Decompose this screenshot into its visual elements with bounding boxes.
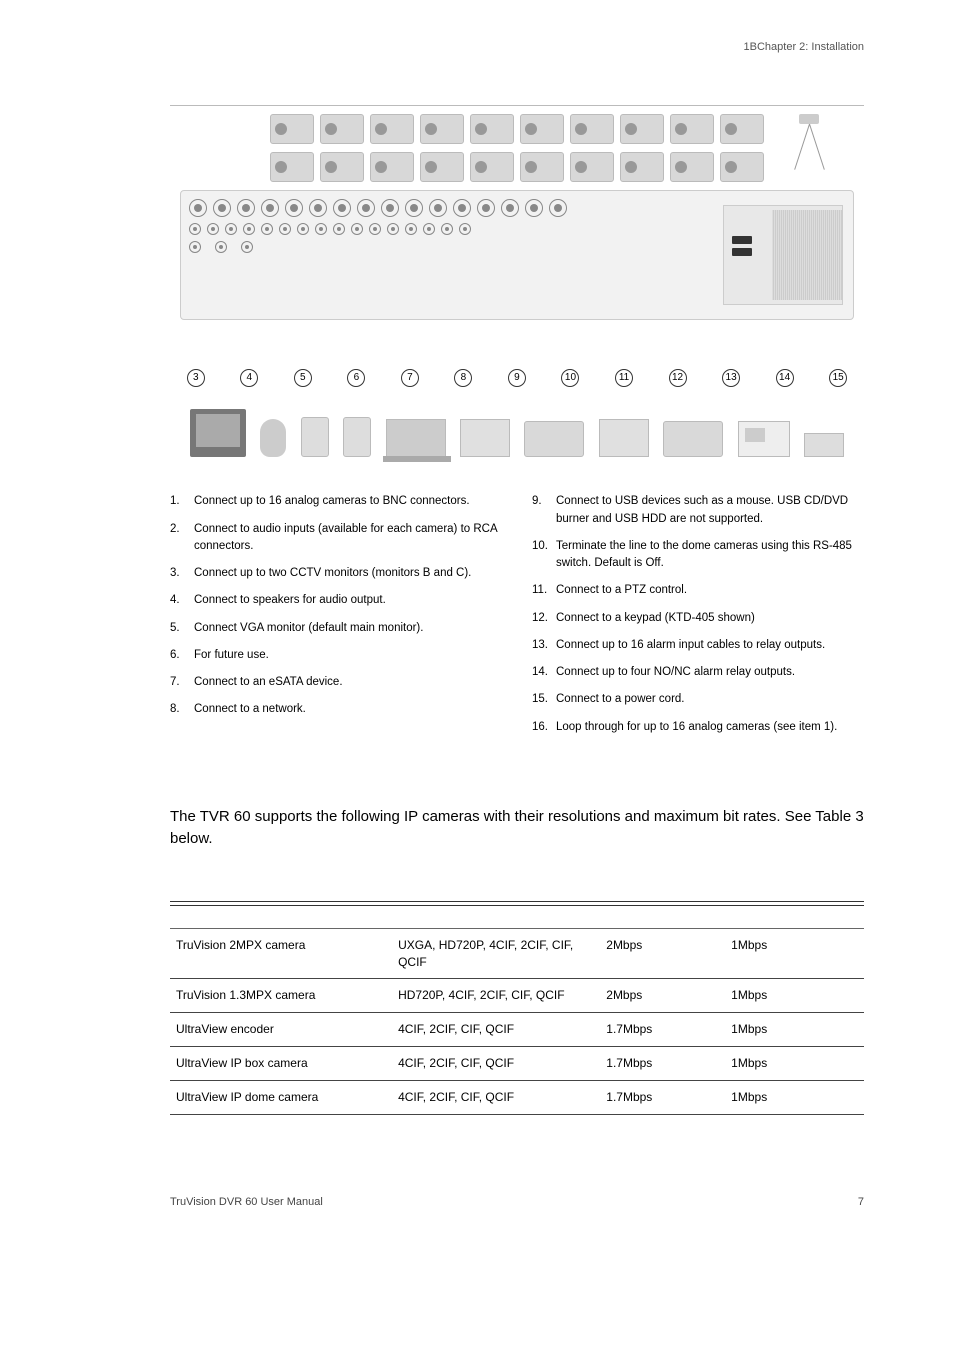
footer-title: TruVision DVR 60 User Manual: [170, 1195, 323, 1210]
table-row: UltraView encoder 4CIF, 2CIF, CIF, QCIF …: [170, 1013, 864, 1047]
vga-monitor-icon: [386, 419, 446, 457]
wiring-diagram: 3 4 5 6 7 8 9 10 11 12 13 14 15: [170, 105, 864, 465]
cctv-monitor-icon: [190, 409, 246, 457]
page-content: 3 4 5 6 7 8 9 10 11 12 13 14 15: [0, 105, 954, 1114]
psu-fan-block: [723, 205, 843, 305]
ip-camera-table: TruVision 2MPX camera UXGA, HD720P, 4CIF…: [170, 901, 864, 1115]
camera-row-bottom: [170, 144, 864, 182]
legend-left-column: 1.Connect up to 16 analog cameras to BNC…: [170, 493, 502, 746]
esata-icon: [524, 421, 584, 457]
diagram-legend: 1.Connect up to 16 analog cameras to BNC…: [170, 493, 864, 746]
future-use-icon: [460, 419, 510, 457]
usb-device-icon: [663, 421, 723, 457]
speaker-icon: [343, 417, 371, 457]
dvr-back-panel: [180, 190, 854, 320]
page-number: 7: [858, 1195, 864, 1210]
camera-row-top: [170, 106, 864, 144]
loop-through-icon: [784, 114, 834, 174]
network-icon: [599, 419, 649, 457]
callout-numbers: 3 4 5 6 7 8 9 10 11 12 13 14 15: [170, 363, 864, 387]
table-row: UltraView IP dome camera 4CIF, 2CIF, CIF…: [170, 1080, 864, 1114]
table-row: UltraView IP box camera 4CIF, 2CIF, CIF,…: [170, 1047, 864, 1081]
chapter-header: 1BChapter 2: Installation: [0, 40, 954, 55]
page-footer: TruVision DVR 60 User Manual 7: [0, 1115, 954, 1210]
table-row: TruVision 1.3MPX camera HD720P, 4CIF, 2C…: [170, 979, 864, 1013]
connected-devices-row: [170, 403, 864, 457]
legend-right-column: 9.Connect to USB devices such as a mouse…: [532, 493, 864, 746]
keypad-icon: [738, 421, 790, 457]
power-cord-icon: [804, 433, 844, 457]
body-paragraph: The TVR 60 supports the following IP cam…: [170, 806, 864, 851]
speaker-icon: [301, 417, 329, 457]
mouse-icon: [260, 419, 286, 457]
table-row: TruVision 2MPX camera UXGA, HD720P, 4CIF…: [170, 928, 864, 979]
